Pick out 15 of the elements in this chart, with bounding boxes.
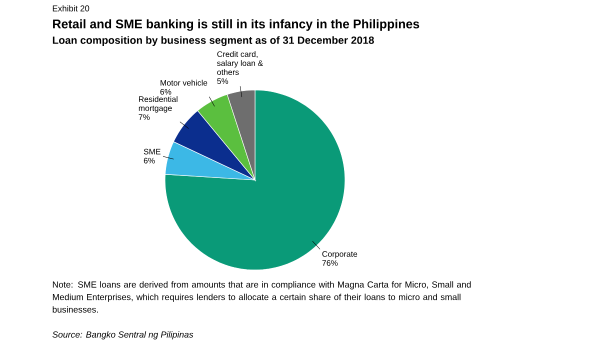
slice-label: Residential mortgage xyxy=(138,96,178,113)
slice-label: Credit card, salary loan & others xyxy=(217,51,263,75)
text: Exhibit 20 xyxy=(52,5,90,12)
data-label: 7% xyxy=(138,114,150,120)
text: Source: Bangko Sentral ng Pilipinas xyxy=(52,331,194,340)
slice-label: Motor vehicle xyxy=(160,80,208,86)
slice-label: Corporate xyxy=(322,251,358,258)
slice-label: SME xyxy=(144,148,160,154)
data-label: 5% xyxy=(217,78,228,84)
text: Note: SME loans are derived from amounts that are in compliance with Magna Carta for Micro, Small and Medium Enterprises, which requires lenders to allocate a certain share of their loans to micro and small businesses. xyxy=(52,281,471,313)
data-label: 6% xyxy=(160,89,172,95)
chart-subtitle: Loan composition by business segment as of 31 December 2018 xyxy=(52,36,374,46)
chart-title: Retail and SME banking is still in its infancy in the Philippines xyxy=(53,19,420,31)
data-label: 76% xyxy=(322,260,338,266)
data-label: 6% xyxy=(144,158,155,164)
